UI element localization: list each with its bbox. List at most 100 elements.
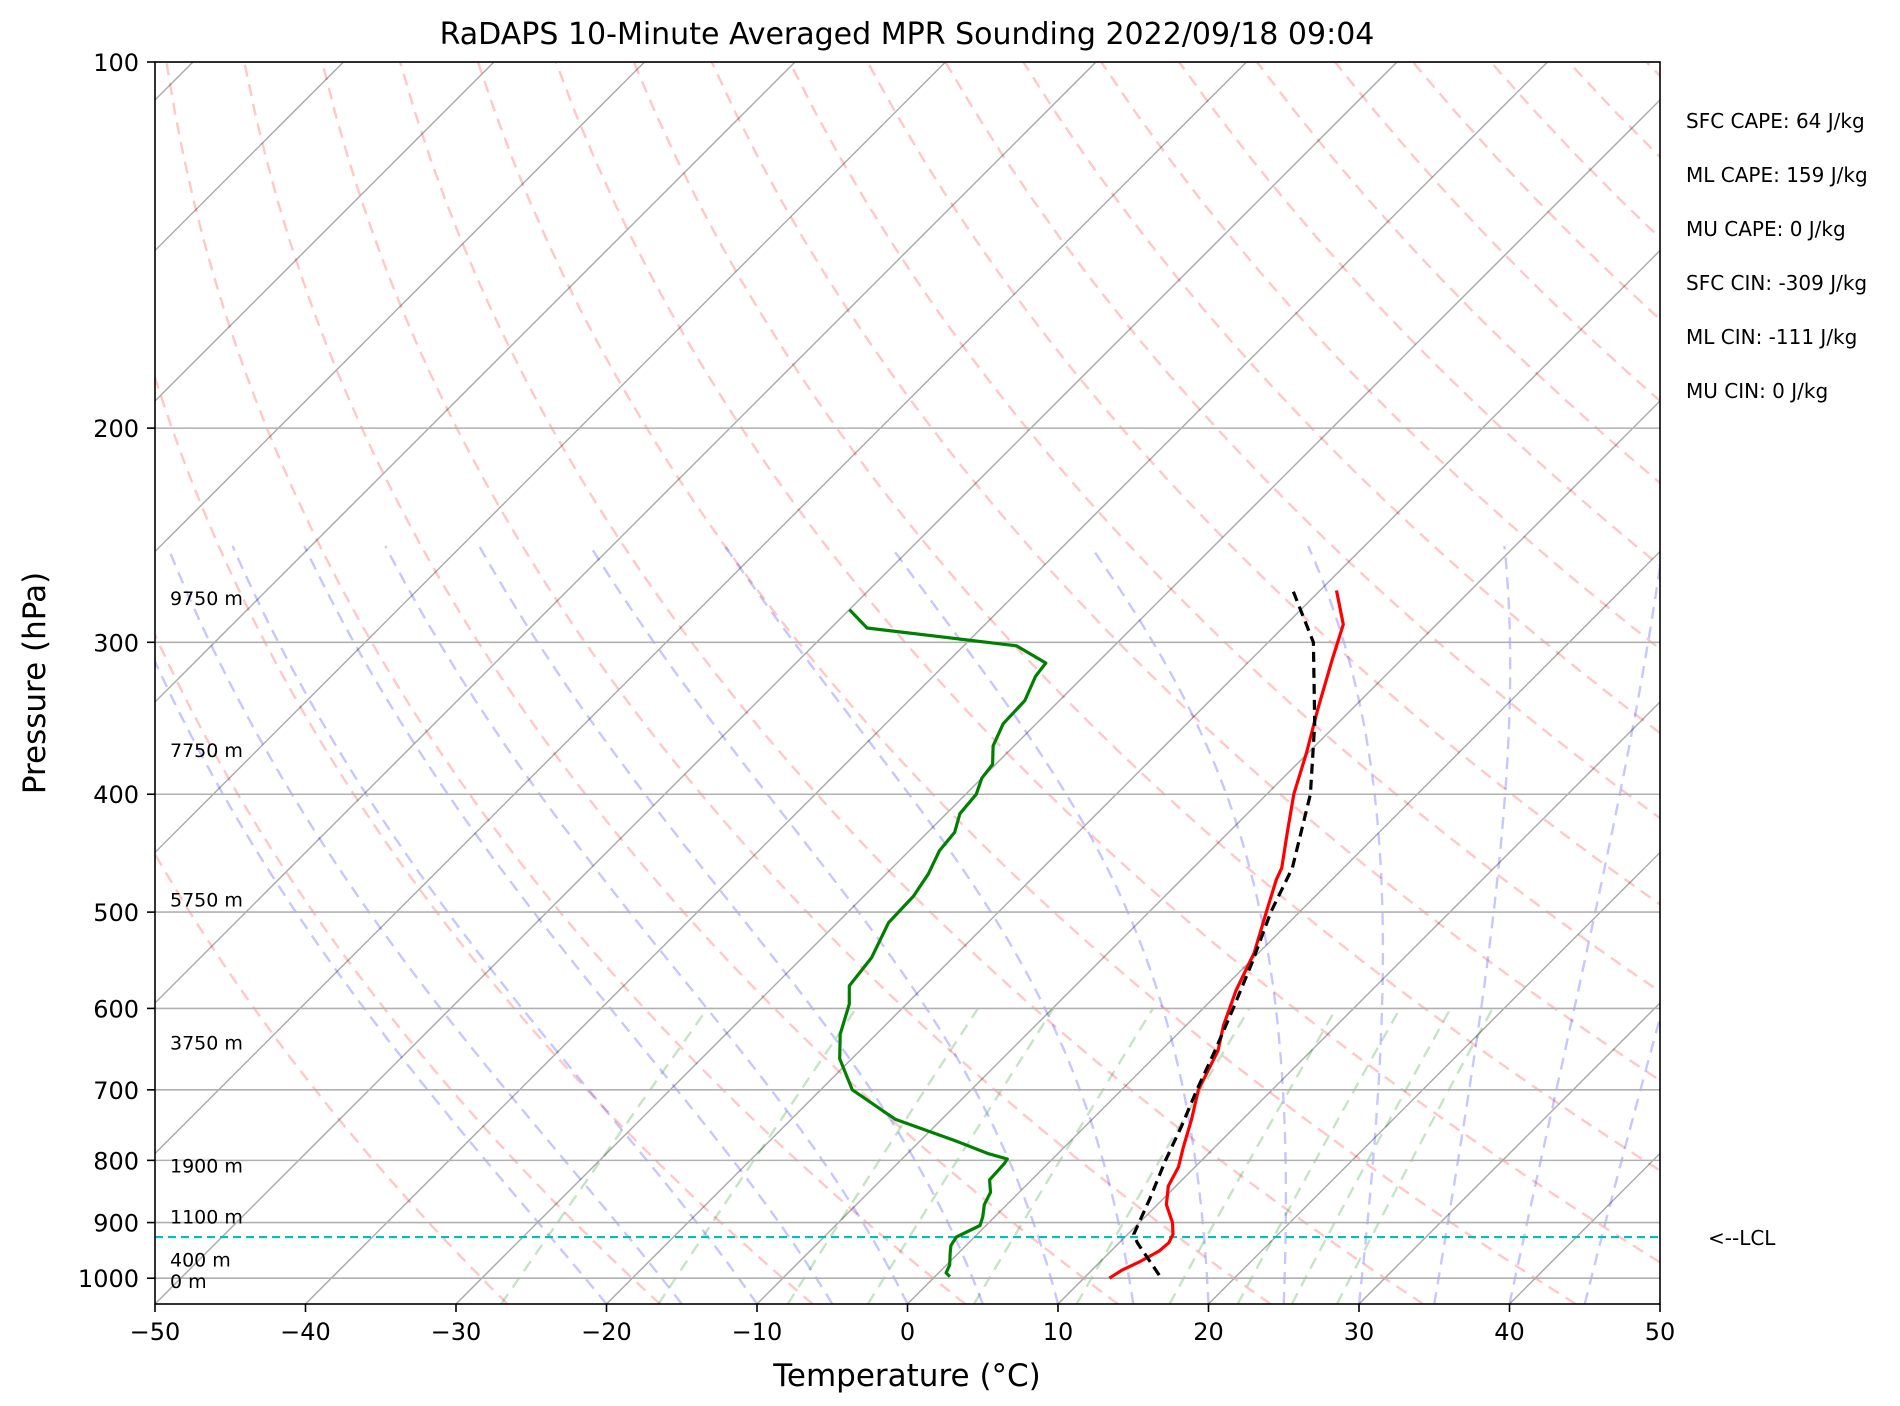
height-label: 3750 m [170,1032,243,1054]
isotherm-line [155,62,1398,1304]
mu-cin-text: MU CIN: 0 J/kg [1686,379,1828,403]
mixing-ratio-line [866,1007,1055,1304]
x-tick-label: 10 [1043,1318,1074,1346]
dry-adiabat-line [1802,62,1900,1304]
temperature-profile-line [1108,590,1345,1280]
isotherm-line [756,399,1660,1304]
dry-adiabat-line [1256,62,1660,485]
mixing-ratio-line [972,1007,1155,1304]
moist-adiabat-line [384,545,909,1304]
parcel-path-line [1132,589,1317,1276]
y-tick-label: 1000 [78,1265,139,1293]
dry-adiabat-line [165,62,967,1304]
mixing-ratio-line [657,1007,858,1304]
mixing-ratio-line [1236,1007,1402,1304]
isotherm-line [1659,1302,1660,1304]
dewpoint-profile-line [838,608,1048,1278]
chart-title: RaDAPS 10-Minute Averaged MPR Sounding 2… [440,17,1375,52]
series-layer [155,589,1660,1280]
moist-adiabat-line [1508,557,1660,1304]
dry-adiabat-line [788,62,1660,994]
x-tick-label: −50 [130,1318,181,1346]
isotherm-line [1057,700,1660,1304]
height-label: 7750 m [170,740,243,762]
x-tick-label: 0 [900,1318,915,1346]
height-label: 0 m [170,1271,207,1293]
dry-adiabat-line [1178,62,1660,568]
x-tick-label: 50 [1645,1318,1676,1346]
isotherm-line [1811,62,1900,1304]
dry-adiabat-line [1880,62,1900,1304]
dry-adiabat-line [155,851,509,1304]
indices-panel: SFC CAPE: 64 J/kg ML CAPE: 159 J/kg MU C… [1686,109,1868,403]
moist-adiabat-line [589,545,1060,1304]
ml-cape-text: ML CAPE: 159 J/kg [1686,163,1868,187]
x-tick-label: 20 [1193,1318,1224,1346]
y-tick-label: 500 [93,899,139,927]
mixing-ratio-line [500,1007,709,1304]
y-tick-label: 200 [93,415,139,443]
y-tick-label: 900 [93,1210,139,1238]
moist-adiabat-line [1658,1299,1660,1304]
x-tick-label: −40 [280,1318,331,1346]
y-tick-label: 800 [93,1147,139,1175]
isotherm-line [304,62,1549,1304]
x-tick-label: −10 [732,1318,783,1346]
dry-adiabat-line [554,62,1660,1264]
moist-adiabat-line [723,545,1135,1304]
isotherm-line [155,62,1248,1155]
dry-adiabat-line [243,62,1119,1304]
mixing-ratio-line [1168,1007,1338,1304]
isotherm-line [155,62,1097,1005]
y-tick-label: 300 [93,629,139,657]
moist-adiabat-line [303,545,834,1304]
x-tick-label: 40 [1494,1318,1525,1346]
ml-cin-text: ML CIN: -111 J/kg [1686,325,1857,349]
isotherm-line [455,98,1660,1304]
dry-adiabat-line [1724,62,1900,1304]
y-tick-label: 400 [93,781,139,809]
dry-adiabat-line [1333,62,1660,403]
moist-adiabat-line [1307,545,1385,1304]
dry-adiabat-line [866,62,1660,906]
height-label: 9750 m [170,588,243,610]
isotherm-line [1358,1001,1660,1304]
dry-adiabat-line [321,62,1272,1304]
height-label: 400 m [170,1249,231,1271]
isotherm-line [155,62,796,704]
y-tick-label: 700 [93,1077,139,1105]
dry-adiabat-line [398,62,1424,1304]
isotherm-line [155,62,495,403]
dry-adiabat-line [476,62,1577,1304]
dry-adiabat-line [1022,62,1660,735]
mixing-ratio-line [786,1007,980,1304]
background-lines [155,62,1900,1304]
isotherm-line [1508,1152,1660,1304]
dry-adiabat-line [710,62,1660,1082]
mu-cape-text: MU CAPE: 0 J/kg [1686,217,1846,241]
height-label: 1100 m [170,1207,243,1229]
sfc-cape-text: SFC CAPE: 64 J/kg [1686,109,1865,133]
lcl-label: <--LCL [1708,1226,1776,1250]
x-tick-label: −30 [431,1318,482,1346]
isotherm-line [155,62,646,553]
x-tick-label: 30 [1344,1318,1375,1346]
y-axis-label: Pressure (hPa) [17,572,53,794]
isotherm-line [1207,851,1660,1304]
dry-adiabat-line [1567,62,1660,159]
mixing-ratio-line [1290,1007,1452,1304]
dry-adiabat-line [632,62,1660,1172]
mixing-ratio-line [1075,1007,1251,1304]
moist-adiabat-line [166,545,683,1304]
dry-adiabat-line [155,373,814,1304]
dry-adiabat-line [1100,62,1660,651]
isotherm-line [605,249,1660,1304]
mixing-ratio-line [1335,1007,1494,1304]
y-tick-label: 100 [93,49,139,77]
x-tick-label: −20 [581,1318,632,1346]
moist-adiabat-line [231,545,758,1304]
y-tick-label: 600 [93,995,139,1023]
isotherm-line [155,62,947,854]
height-label: 5750 m [170,889,243,911]
